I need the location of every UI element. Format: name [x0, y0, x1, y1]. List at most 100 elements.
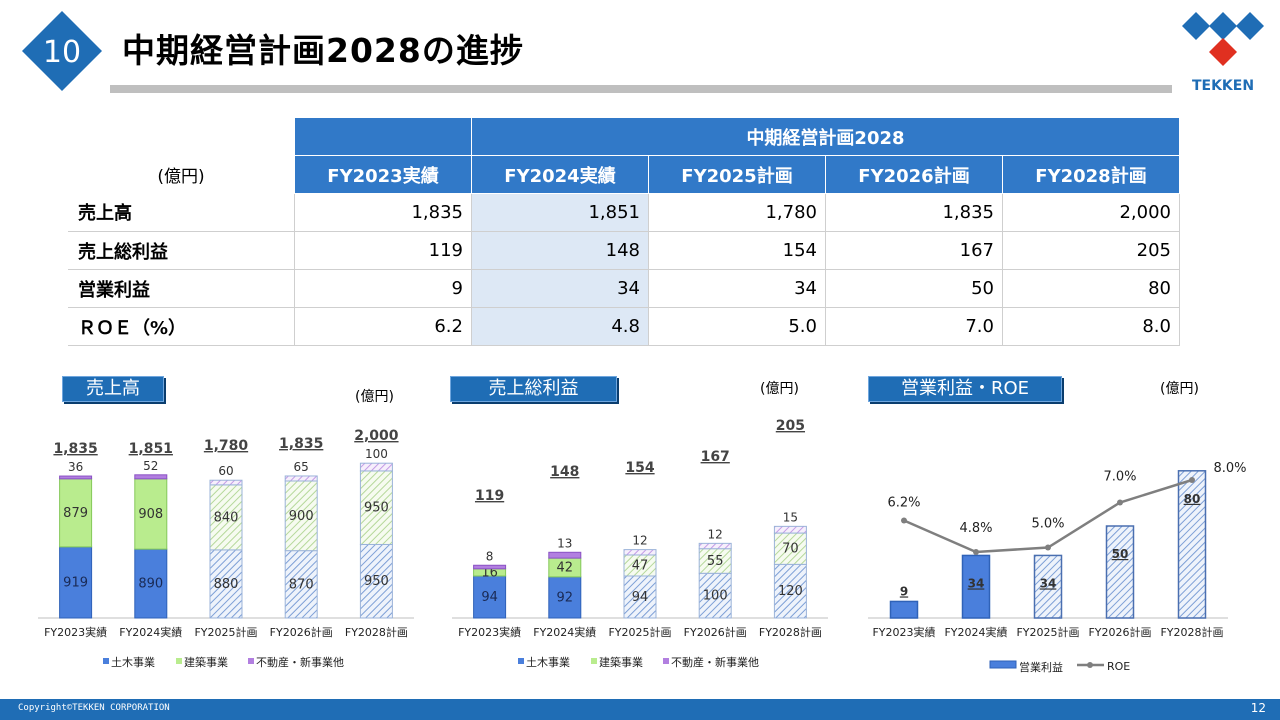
data-label: 60: [218, 464, 233, 478]
total-label: 119: [475, 488, 504, 504]
section-number-badge: 10: [22, 11, 102, 91]
x-tick-label: FY2028計画: [1160, 625, 1223, 639]
roe-label: 5.0%: [1031, 517, 1064, 532]
table-row: 売上総利益 119 148 154 167 205: [68, 231, 1180, 270]
legend-label: 土木事業: [526, 656, 570, 669]
table-cell: 50: [825, 269, 1003, 308]
table-cell: 148: [471, 231, 649, 270]
section-number: 10: [43, 35, 81, 70]
total-label: 148: [550, 464, 579, 480]
data-label: 879: [63, 506, 88, 521]
table-cell: 2,000: [1002, 193, 1180, 232]
data-label: 880: [214, 577, 239, 592]
roe-label: 6.2%: [887, 496, 920, 511]
table-cell: 205: [1002, 231, 1180, 270]
roe-label: 8.0%: [1213, 461, 1246, 476]
data-label: 47: [632, 558, 649, 573]
total-label: 1,780: [204, 438, 249, 454]
bar: [1105, 525, 1135, 619]
bar-segment: [284, 550, 318, 619]
table-cell: 8.0: [1002, 307, 1180, 346]
legend-label: 不動産・新事業他: [671, 655, 759, 669]
roe-label: 7.0%: [1103, 470, 1136, 485]
roe-point: [973, 549, 979, 555]
table-cell: 1,835: [825, 193, 1003, 232]
table-cell: 80: [1002, 269, 1180, 308]
bar-segment: [59, 478, 93, 548]
bar: [961, 554, 991, 619]
chart-unit-sales: (億円): [355, 389, 394, 405]
legend-swatch: [103, 658, 109, 664]
total-label: 205: [776, 418, 805, 434]
table-cell: 34: [471, 269, 649, 308]
data-label: 15: [783, 510, 798, 524]
legend-swatch: [591, 658, 597, 664]
bar-segment: [359, 543, 393, 619]
roe-point: [1045, 544, 1051, 551]
chart-title-gross-profit: 売上総利益: [450, 376, 617, 402]
bar-segment: [548, 551, 582, 559]
column-header: FY2024実績: [471, 155, 649, 194]
data-label: 120: [778, 584, 803, 599]
data-label: 13: [557, 536, 572, 550]
x-tick-label: FY2025計画: [608, 625, 671, 639]
x-tick-label: FY2026計画: [270, 625, 333, 639]
total-label: 167: [701, 449, 730, 465]
chart-op-profit-roe: 9 FY2023実績 34 FY2024実績 34 FY2025計画 50 FY2026計画 8…: [868, 461, 1247, 674]
row-label: 売上高: [68, 193, 295, 232]
company-logo: TEKKEN: [1182, 12, 1264, 94]
total-label: 1,835: [279, 436, 323, 452]
bar-segment: [284, 480, 318, 552]
data-label: 919: [63, 575, 88, 590]
logo-text: TEKKEN: [1192, 78, 1254, 94]
total-label: 1,851: [129, 441, 173, 457]
chart-gross-profit: 94168119FY2023実績924213148FY2024実績9447121…: [452, 418, 828, 669]
bar: [1033, 554, 1063, 619]
table-cell: 1,780: [648, 193, 826, 232]
page-title: 中期経営計画2028の進捗: [122, 31, 524, 70]
data-label: 900: [289, 509, 314, 524]
bar-segment: [473, 575, 507, 619]
data-label: 92: [557, 590, 574, 605]
bar-segment: [359, 470, 393, 545]
row-label: 売上総利益: [68, 231, 295, 270]
bar-segment: [698, 572, 732, 619]
legend-swatch: [518, 658, 524, 664]
bar-segment: [548, 576, 582, 619]
column-header: FY2025計画: [648, 155, 826, 194]
bar-segment: [209, 479, 243, 486]
roe-point: [1189, 477, 1195, 483]
table-unit: (億円): [157, 167, 205, 187]
table-empty-header: [294, 117, 472, 156]
chart-unit-op-profit: (億円): [1160, 381, 1199, 397]
legend-label: 建築事業: [599, 655, 643, 669]
data-label: 950: [364, 574, 389, 589]
legend-label: 不動産・新事業他: [256, 655, 344, 669]
column-header: FY2028計画: [1002, 155, 1180, 194]
table-cell: 7.0: [825, 307, 1003, 346]
x-tick-label: FY2025計画: [1016, 625, 1079, 639]
bar-segment: [284, 475, 318, 482]
row-label: 営業利益: [68, 269, 295, 308]
bar-segment: [134, 478, 168, 550]
table-cell: 6.2: [294, 307, 472, 346]
data-label: 100: [703, 589, 728, 604]
x-tick-label: FY2026計画: [684, 625, 747, 639]
data-label: 36: [68, 460, 83, 474]
table-cell: 9: [294, 269, 472, 308]
bar-segment: [473, 564, 507, 570]
x-tick-label: FY2024実績: [533, 625, 596, 639]
bar: [1177, 470, 1207, 619]
chart-unit-gross-profit: (億円): [760, 381, 799, 397]
page-number: 12: [1250, 701, 1266, 715]
x-tick-label: FY2023実績: [458, 625, 521, 639]
legend-swatch: [248, 658, 254, 664]
table-cell: 34: [648, 269, 826, 308]
table-row: 売上高 1,835 1,851 1,780 1,835 2,000: [68, 193, 1180, 232]
table-cell: 4.8: [471, 307, 649, 346]
chart-sales: 919 879 36 1,835 FY2023実績 890 908 52 1,851 FY2024…: [38, 428, 414, 669]
data-label: 890: [138, 577, 163, 592]
chart-title-op-profit-roe: 営業利益・ROE: [868, 376, 1062, 402]
data-label: 80: [1184, 492, 1201, 506]
